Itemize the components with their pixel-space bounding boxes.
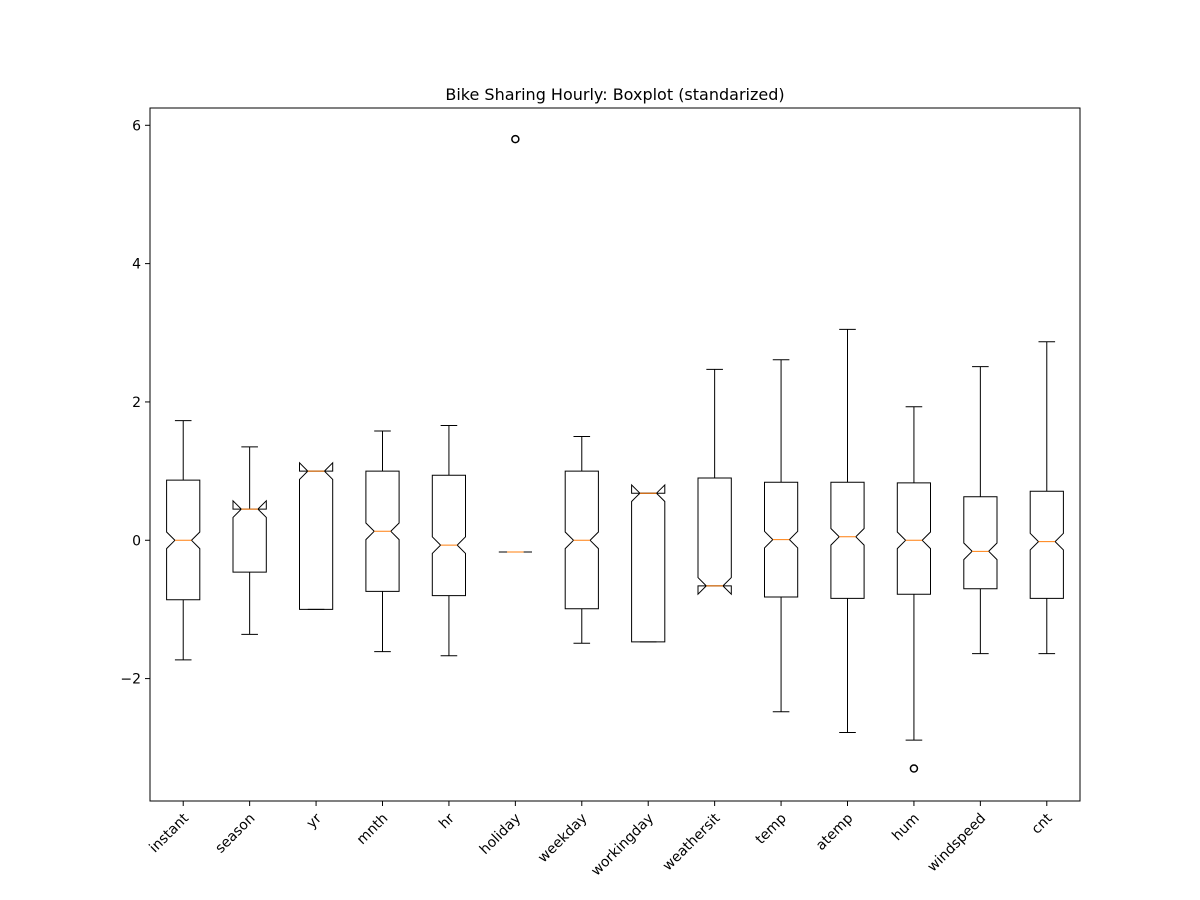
axes-frame <box>149 107 1081 802</box>
box-body <box>631 483 666 643</box>
x-tick-label: season <box>212 811 258 857</box>
y-tick-label: 6 <box>132 118 141 134</box>
x-tick-label: holiday <box>477 811 524 858</box>
box-body <box>166 479 201 601</box>
box-body <box>963 496 998 590</box>
box-body <box>564 470 599 610</box>
x-tick-label: atemp <box>813 810 856 853</box>
box-body <box>1029 490 1064 599</box>
x-tick-label: yr <box>304 810 325 831</box>
box-body <box>830 481 865 599</box>
y-tick-label: 4 <box>132 257 141 273</box>
y-tick-label: 2 <box>132 395 141 411</box>
x-tick-label: temp <box>753 810 790 847</box>
x-tick-label: workingday <box>588 811 657 880</box>
x-tick-label: instant <box>146 810 192 856</box>
outlier-point <box>511 134 520 144</box>
box-body <box>764 481 799 598</box>
x-tick-label: mnth <box>354 811 391 848</box>
plot-area: −2 0 2 4 6 instant season yr mnth hr holiday weekda… <box>120 118 1064 880</box>
x-tick-label: weathersit <box>660 810 724 874</box>
y-tick-label: 0 <box>132 533 141 549</box>
x-tick-label: windspeed <box>925 811 990 876</box>
x-tick-label: hum <box>889 811 923 845</box>
box-body <box>365 470 400 592</box>
outlier-point <box>909 764 919 773</box>
x-tick-label: weekday <box>535 811 591 867</box>
chart-title: Bike Sharing Hourly: Boxplot (standarize… <box>445 85 784 104</box>
box-body <box>697 477 732 596</box>
x-tick-label: hr <box>436 810 458 832</box>
box-body <box>896 482 931 595</box>
x-tick-label: cnt <box>1029 810 1056 837</box>
y-tick-label: −2 <box>120 672 141 688</box>
box-body <box>431 474 466 597</box>
box-body <box>299 461 334 610</box>
box-body <box>232 499 267 573</box>
